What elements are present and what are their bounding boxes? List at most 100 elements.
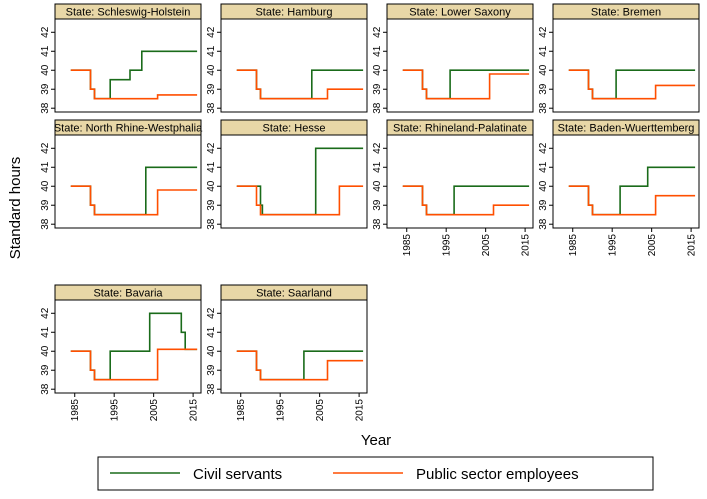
y-tick-label: 38 [206, 383, 217, 395]
y-tick-label: 39 [40, 199, 51, 211]
panel-title: State: Saarland [256, 288, 332, 300]
y-tick-label: 40 [538, 64, 549, 76]
y-tick-label: 38 [206, 218, 217, 230]
y-tick-label: 42 [206, 307, 217, 319]
x-tick-label: 1985 [236, 399, 247, 422]
y-tick-label: 40 [372, 64, 383, 76]
series-line-public-sector-employees [236, 350, 364, 381]
x-tick-label: 2005 [149, 399, 160, 422]
y-tick-label: 42 [40, 307, 51, 319]
y-tick-label: 38 [40, 102, 51, 114]
y-tick-label: 40 [206, 345, 217, 357]
x-tick-label: 2005 [315, 399, 326, 422]
y-tick-label: 41 [372, 161, 383, 173]
panel-title: State: Baden-Wuerttemberg [558, 123, 695, 135]
y-tick-label: 42 [206, 142, 217, 154]
panel-plot-area [386, 134, 534, 229]
y-tick-label: 38 [538, 218, 549, 230]
panel-title: State: Rhineland-Palatinate [393, 123, 527, 135]
y-tick-label: 39 [206, 199, 217, 211]
x-tick-label: 1995 [608, 234, 619, 257]
y-tick-label: 39 [206, 83, 217, 95]
y-tick-label: 38 [206, 102, 217, 114]
panel-plot-area [552, 18, 700, 113]
y-tick-label: 41 [206, 45, 217, 57]
y-tick-label: 39 [372, 83, 383, 95]
y-tick-label: 39 [206, 364, 217, 376]
y-tick-label: 41 [40, 326, 51, 338]
series-line-public-sector-employees [568, 69, 696, 100]
y-tick-label: 42 [206, 26, 217, 38]
y-tick-label: 42 [538, 26, 549, 38]
legend-label-civil-servants: Civil servants [193, 466, 282, 483]
panel-title: State: Schleswig-Holstein [66, 7, 191, 19]
series-line-public-sector-employees [236, 69, 364, 100]
y-tick-label: 40 [538, 180, 549, 192]
x-tick-label: 1985 [70, 399, 81, 422]
panel-plot-area [220, 18, 368, 113]
series-line-public-sector-employees [236, 185, 364, 216]
y-tick-label: 39 [538, 199, 549, 211]
y-tick-label: 40 [40, 345, 51, 357]
panel-plot-area [220, 299, 368, 394]
series-line-public-sector-employees [568, 185, 696, 216]
y-tick-label: 42 [40, 26, 51, 38]
panel-title: State: Bavaria [93, 288, 163, 300]
panel-title: State: Bremen [591, 7, 661, 19]
y-tick-label: 41 [538, 45, 549, 57]
y-tick-label: 41 [40, 45, 51, 57]
series-line-public-sector-employees [402, 185, 530, 216]
panel-plot-area [54, 18, 202, 113]
y-tick-label: 40 [40, 64, 51, 76]
series-line-public-sector-employees [402, 69, 530, 100]
y-tick-label: 41 [538, 161, 549, 173]
y-tick-label: 42 [538, 142, 549, 154]
legend-label-public-sector-employees: Public sector employees [416, 466, 579, 483]
y-tick-label: 38 [372, 102, 383, 114]
x-tick-label: 2015 [687, 234, 698, 257]
y-tick-label: 40 [206, 180, 217, 192]
y-axis-title: Standard hours [7, 157, 24, 260]
x-tick-label: 1985 [568, 234, 579, 257]
y-tick-label: 38 [40, 383, 51, 395]
y-tick-label: 38 [40, 218, 51, 230]
y-tick-label: 41 [40, 161, 51, 173]
panel-plot-area [54, 134, 202, 229]
y-tick-label: 42 [372, 142, 383, 154]
x-tick-label: 1995 [110, 399, 121, 422]
x-tick-label: 2015 [521, 234, 532, 257]
x-tick-label: 2005 [647, 234, 658, 257]
y-tick-label: 39 [40, 83, 51, 95]
series-line-public-sector-employees [70, 69, 198, 100]
x-tick-label: 2015 [189, 399, 200, 422]
panel-title: State: Hesse [263, 123, 326, 135]
x-tick-label: 2005 [481, 234, 492, 257]
x-tick-label: 1995 [442, 234, 453, 257]
panel-title: State: North Rhine-Westphalia [54, 123, 203, 135]
y-tick-label: 41 [206, 161, 217, 173]
y-tick-label: 41 [372, 45, 383, 57]
y-tick-label: 42 [372, 26, 383, 38]
x-tick-label: 1985 [402, 234, 413, 257]
panel-plot-area [220, 134, 368, 229]
y-tick-label: 38 [538, 102, 549, 114]
y-tick-label: 39 [372, 199, 383, 211]
y-tick-label: 39 [538, 83, 549, 95]
y-tick-label: 39 [40, 364, 51, 376]
y-tick-label: 38 [372, 218, 383, 230]
y-tick-label: 42 [40, 142, 51, 154]
y-tick-label: 40 [372, 180, 383, 192]
panel-title: State: Hamburg [255, 7, 332, 19]
panel-title: State: Lower Saxony [409, 7, 511, 19]
panel-plot-area [386, 18, 534, 113]
y-tick-label: 41 [206, 326, 217, 338]
series-line-civil-servants [236, 147, 364, 216]
y-tick-label: 40 [40, 180, 51, 192]
x-tick-label: 2015 [355, 399, 366, 422]
panel-plot-area [54, 299, 202, 394]
series-line-public-sector-employees [70, 185, 198, 216]
y-tick-label: 40 [206, 64, 217, 76]
series-line-public-sector-employees [70, 348, 198, 381]
